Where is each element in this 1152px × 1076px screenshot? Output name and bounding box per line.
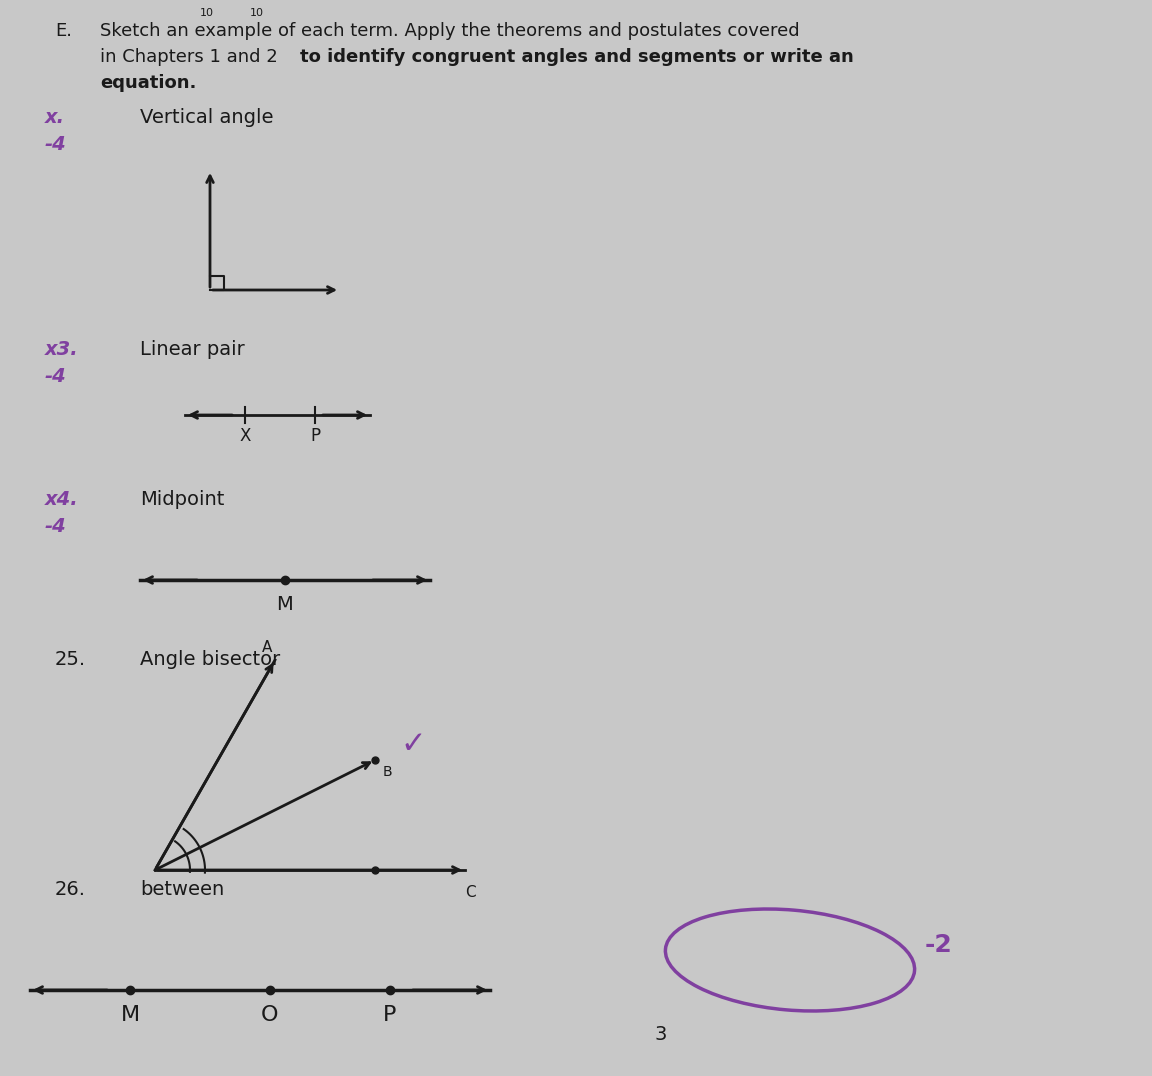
- Text: to identify congruent angles and segments or write an: to identify congruent angles and segment…: [300, 48, 854, 66]
- Text: Linear pair: Linear pair: [141, 340, 244, 359]
- Text: C: C: [464, 884, 476, 900]
- Text: P: P: [384, 1005, 396, 1025]
- Text: -4: -4: [45, 516, 67, 536]
- Text: 25.: 25.: [55, 650, 86, 669]
- Text: between: between: [141, 880, 225, 900]
- Text: Angle bisector: Angle bisector: [141, 650, 280, 669]
- Text: in Chapters 1 and 2: in Chapters 1 and 2: [100, 48, 283, 66]
- Text: X: X: [240, 427, 251, 445]
- Text: x.: x.: [45, 108, 65, 127]
- Text: ✓: ✓: [400, 730, 425, 759]
- Text: 3: 3: [655, 1025, 667, 1044]
- Text: B: B: [382, 765, 393, 779]
- Text: x3.: x3.: [45, 340, 78, 359]
- Text: -2: -2: [925, 933, 953, 957]
- Text: -4: -4: [45, 134, 67, 154]
- Text: x4.: x4.: [45, 490, 78, 509]
- Text: E.: E.: [55, 22, 71, 40]
- Text: A: A: [262, 640, 272, 655]
- Text: Sketch an example of each term. Apply the theorems and postulates covered: Sketch an example of each term. Apply th…: [100, 22, 799, 40]
- Text: O: O: [262, 1005, 279, 1025]
- Text: 10: 10: [200, 8, 214, 18]
- Text: -4: -4: [45, 367, 67, 386]
- Text: M: M: [121, 1005, 139, 1025]
- Text: 10: 10: [250, 8, 264, 18]
- Text: equation.: equation.: [100, 74, 196, 93]
- Text: M: M: [276, 595, 294, 614]
- Text: Midpoint: Midpoint: [141, 490, 225, 509]
- Text: P: P: [310, 427, 320, 445]
- Text: Vertical angle: Vertical angle: [141, 108, 273, 127]
- Text: 26.: 26.: [55, 880, 86, 900]
